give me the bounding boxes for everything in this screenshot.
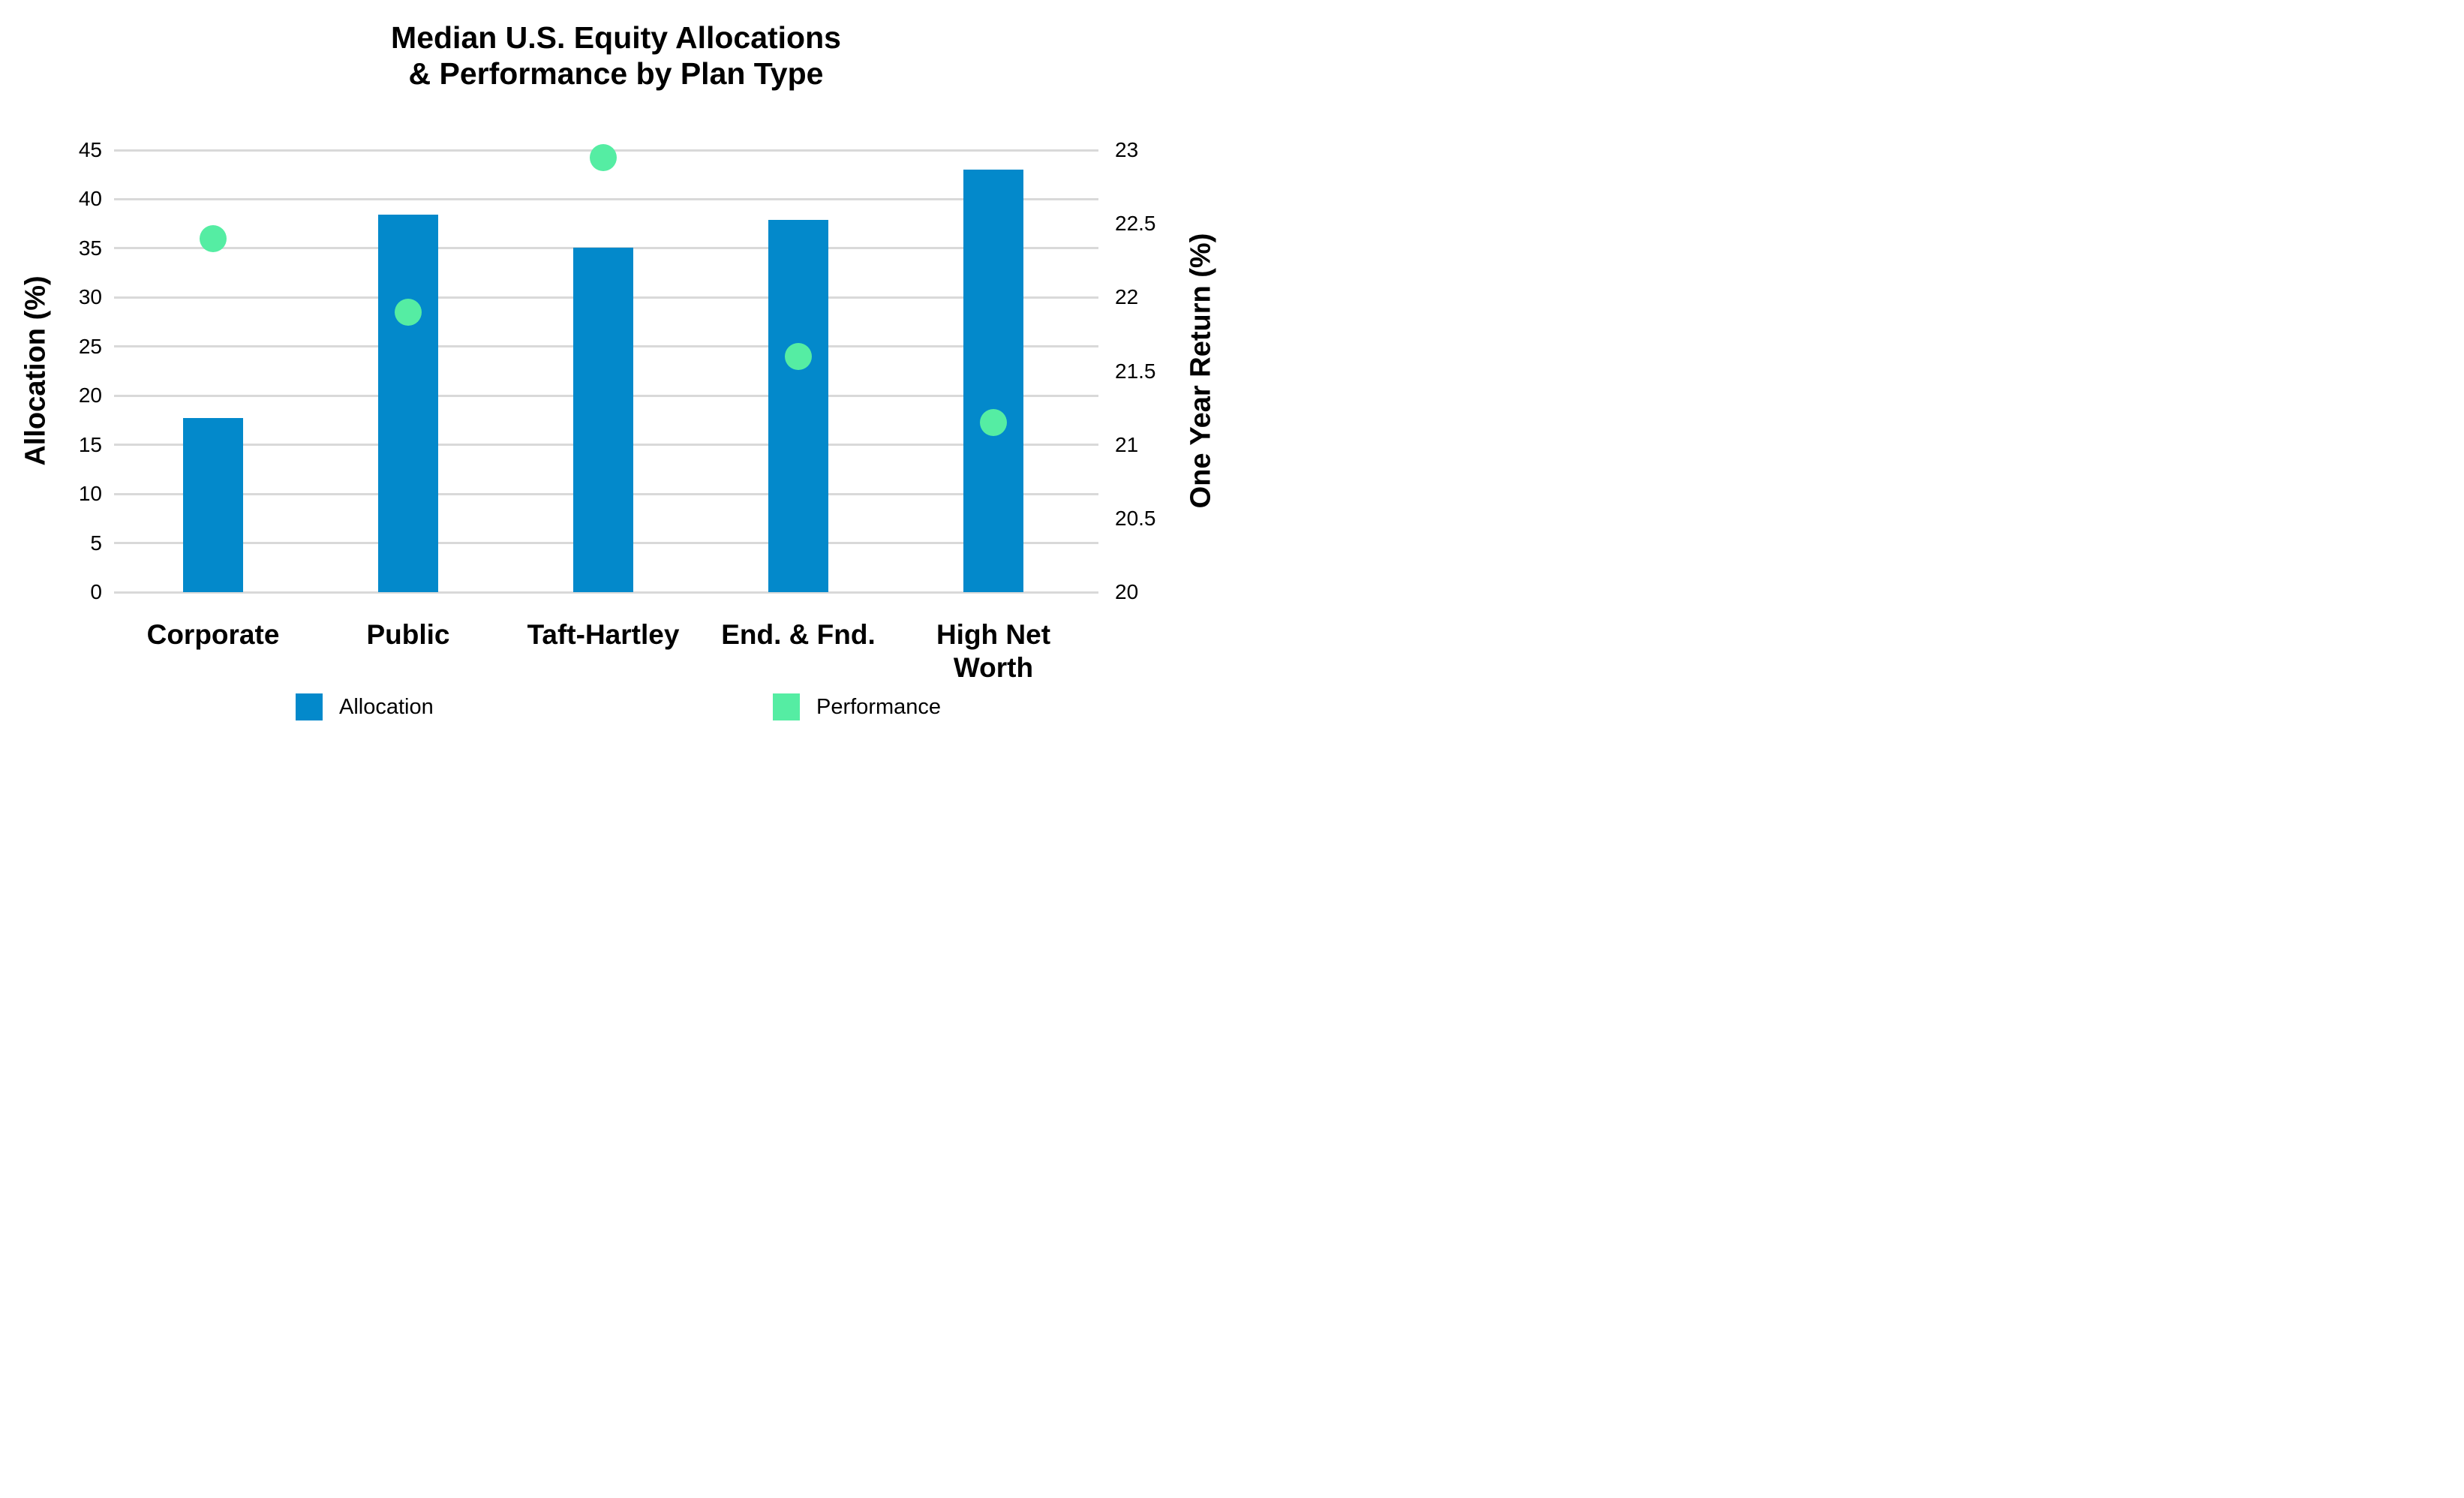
plot-area (114, 143, 1098, 594)
left-tick-label: 15 (78, 432, 102, 456)
allocation-legend-label: Allocation (339, 694, 434, 719)
right-tick-label: 21 (1115, 432, 1139, 456)
category-label: Taft-Hartley (527, 619, 680, 650)
right-tick-label: 23 (1115, 138, 1139, 161)
performance-dot (980, 409, 1007, 437)
allocation-bar (573, 247, 633, 592)
allocation-bar (963, 170, 1023, 592)
left-tick-label: 45 (78, 138, 102, 161)
chart-container: Median U.S. Equity Allocations & Perform… (0, 0, 1232, 749)
right-tick-label: 20.5 (1115, 506, 1156, 530)
performance-swatch (773, 693, 800, 720)
legend-item-performance: Performance (773, 693, 941, 720)
performance-dot (785, 342, 812, 370)
left-tick-label: 35 (78, 236, 102, 260)
gridline (114, 197, 1098, 200)
left-tick-label: 20 (78, 384, 102, 408)
performance-dot (200, 224, 227, 252)
chart-title: Median U.S. Equity Allocations & Perform… (0, 20, 1232, 92)
right-tick-label: 21.5 (1115, 359, 1156, 383)
category-label: End. & Fnd. (721, 619, 876, 650)
right-tick-label: 22.5 (1115, 212, 1156, 236)
left-tick-label: 30 (78, 285, 102, 309)
right-tick-label: 22 (1115, 285, 1139, 309)
left-tick-label: 0 (90, 580, 102, 603)
chart-title-line2: & Performance by Plan Type (408, 56, 824, 91)
left-tick-label: 25 (78, 334, 102, 358)
chart-title-line1: Median U.S. Equity Allocations (391, 20, 841, 55)
performance-legend-label: Performance (816, 694, 942, 719)
category-label: High Net Worth (936, 619, 1051, 683)
legend-item-allocation: Allocation (296, 693, 434, 720)
right-axis-title: One Year Return (%) (1185, 233, 1217, 509)
allocation-bar (183, 418, 243, 592)
left-tick-label: 40 (78, 187, 102, 211)
performance-dot (590, 143, 617, 171)
allocation-bar (768, 219, 828, 592)
performance-dot (395, 298, 422, 326)
left-tick-label: 10 (78, 482, 102, 506)
left-tick-label: 5 (90, 531, 102, 555)
right-tick-label: 20 (1115, 580, 1139, 603)
allocation-swatch (296, 693, 323, 720)
category-label: Corporate (146, 619, 280, 650)
gridline (114, 591, 1098, 594)
category-label: Public (366, 619, 450, 650)
allocation-bar (378, 215, 438, 592)
